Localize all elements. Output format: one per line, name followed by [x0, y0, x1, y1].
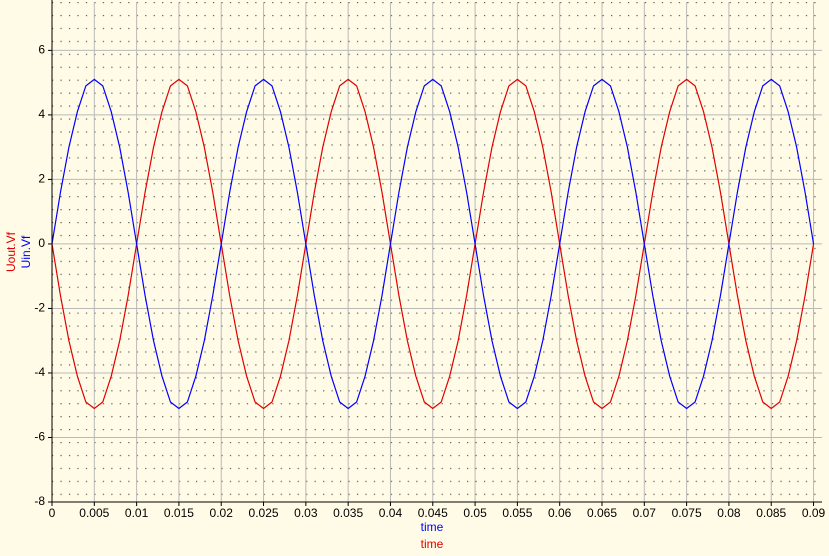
x-tick-label: 0.02: [210, 506, 234, 520]
y-tick-label: 2: [38, 172, 45, 186]
x-tick-label: 0.025: [249, 506, 279, 520]
x-tick-label: 0.005: [79, 506, 109, 520]
x-tick-label: 0.065: [587, 506, 617, 520]
x-tick-label: 0.03: [294, 506, 318, 520]
y-tick-label: -4: [34, 365, 45, 379]
series-line: [51, 78, 815, 410]
y-axis-label: Uout.Vf: [4, 231, 18, 272]
x-tick-label: 0.05: [463, 506, 487, 520]
x-axis-label: time: [421, 537, 444, 551]
x-tick-label: 0.07: [633, 506, 657, 520]
x-tick-label: 0.055: [502, 506, 532, 520]
dot-grid: [52, 2, 822, 502]
x-tick-label: 0.045: [418, 506, 448, 520]
x-tick-label: 0.08: [717, 506, 741, 520]
series-line: [51, 78, 815, 410]
y-tick-label: 6: [38, 43, 45, 57]
y-axis-label: Uin.Vf: [19, 235, 33, 268]
x-tick-label: 0.09: [802, 506, 826, 520]
y-tick-label: -8: [34, 494, 45, 508]
x-tick-label: 0.06: [548, 506, 572, 520]
x-axis-label: time: [421, 520, 444, 534]
y-tick-label: -6: [34, 430, 45, 444]
x-tick-label: 0.035: [333, 506, 363, 520]
grid: [51, 2, 822, 503]
x-tick-label: 0.04: [379, 506, 403, 520]
x-tick-label: 0: [49, 506, 56, 520]
x-tick-label: 0.075: [672, 506, 702, 520]
y-tick-label: 0: [38, 236, 45, 250]
y-tick-label: 4: [38, 107, 45, 121]
plot: [51, 78, 815, 410]
x-tick-label: 0.015: [164, 506, 194, 520]
x-tick-label: 0.085: [756, 506, 786, 520]
y-tick-label: -2: [34, 301, 45, 315]
x-tick-label: 0.01: [125, 506, 149, 520]
